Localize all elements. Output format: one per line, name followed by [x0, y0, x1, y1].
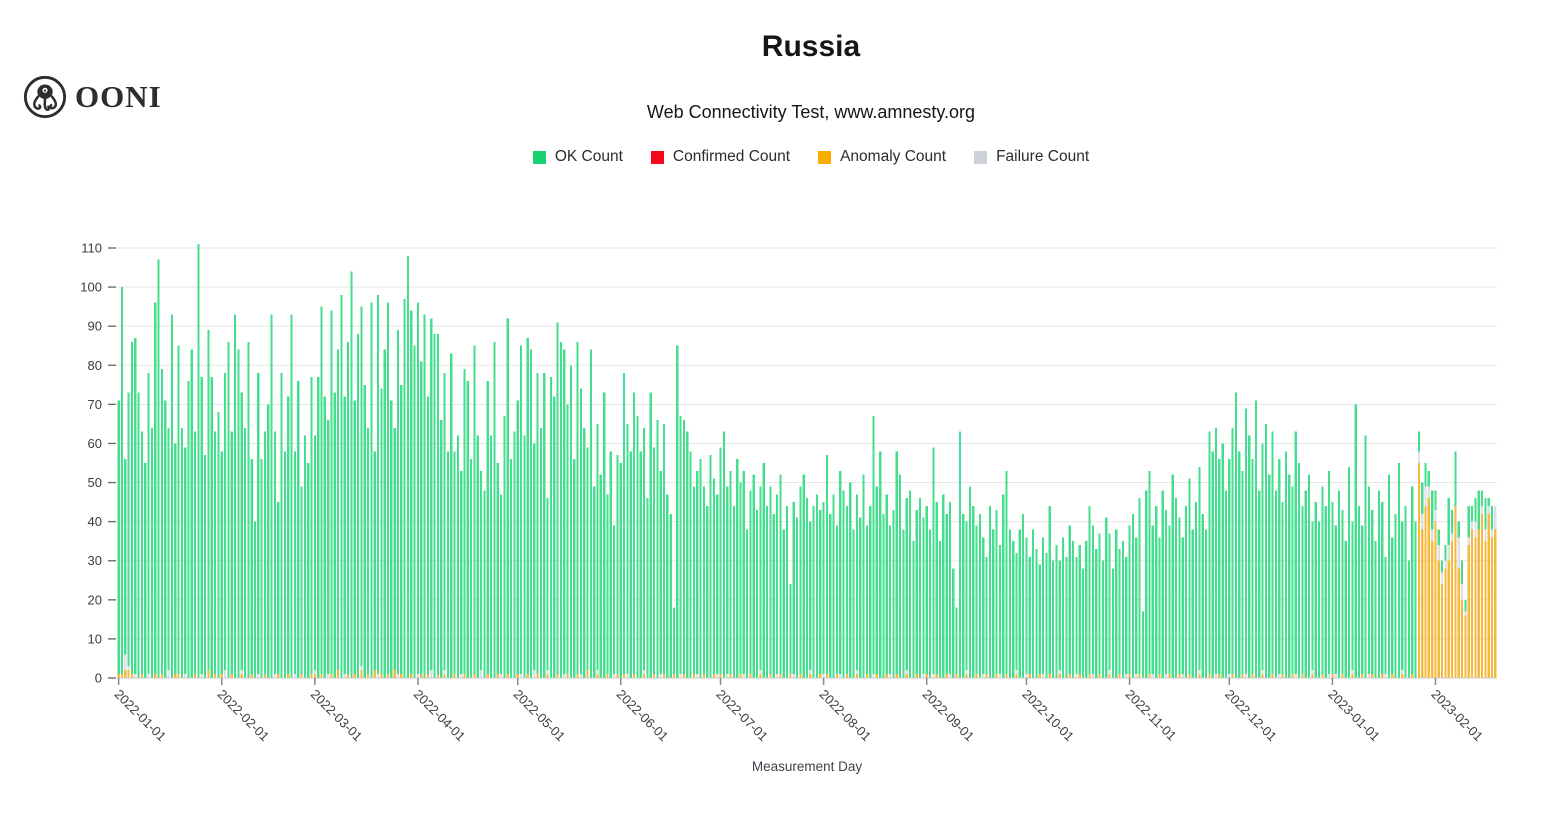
- legend-label-confirmed: Confirmed Count: [672, 148, 791, 165]
- svg-text:20: 20: [88, 592, 102, 607]
- legend-label-failure: Failure Count: [996, 148, 1090, 165]
- svg-text:2022-04-01: 2022-04-01: [411, 687, 469, 745]
- x-axis: 2022-01-01 2022-02-01 2022-03-01 2022-04-01…: [112, 677, 1497, 745]
- svg-text:2022-01-01: 2022-01-01: [112, 687, 170, 745]
- svg-text:0: 0: [95, 671, 102, 686]
- svg-text:2022-11-01: 2022-11-01: [1122, 687, 1179, 744]
- svg-text:60: 60: [88, 436, 102, 451]
- svg-text:30: 30: [88, 553, 102, 568]
- y-axis: 0 10 20 30 40 50 60 70 80 90 100 110: [80, 241, 116, 686]
- svg-text:2022-03-01: 2022-03-01: [308, 687, 366, 745]
- legend-item-anomaly: Anomaly Count: [818, 148, 946, 166]
- bars-layer: [117, 244, 1497, 678]
- svg-text:2022-02-01: 2022-02-01: [215, 687, 273, 745]
- svg-text:2022-06-01: 2022-06-01: [614, 687, 672, 745]
- ooni-logo: OONI: [22, 74, 162, 120]
- svg-text:2022-07-01: 2022-07-01: [713, 687, 771, 745]
- legend-swatch-confirmed: [650, 150, 664, 164]
- x-axis-title: Measurement Day: [751, 759, 863, 774]
- svg-text:2022-10-01: 2022-10-01: [1019, 687, 1077, 745]
- legend-swatch-failure: [974, 150, 988, 164]
- page-title: Russia: [761, 30, 861, 63]
- svg-text:2023-01-01: 2023-01-01: [1325, 687, 1383, 745]
- chart-subtitle: Web Connectivity Test, www.amnesty.org: [646, 102, 976, 122]
- svg-text:50: 50: [88, 475, 102, 490]
- svg-text:100: 100: [80, 280, 102, 295]
- legend-swatch-anomaly: [818, 150, 832, 164]
- svg-text:80: 80: [88, 358, 102, 373]
- octopus-icon: [23, 75, 67, 119]
- logo-wordmark: OONI: [75, 79, 162, 114]
- legend-item-failure: Failure Count: [974, 148, 1089, 166]
- svg-text:2023-02-01: 2023-02-01: [1428, 687, 1486, 745]
- svg-text:90: 90: [88, 319, 102, 334]
- chart-legend: OK Count Confirmed Count Anomaly Count F…: [70, 148, 1552, 166]
- svg-text:110: 110: [81, 241, 102, 256]
- svg-text:2022-09-01: 2022-09-01: [920, 687, 978, 745]
- svg-text:10: 10: [88, 631, 102, 646]
- svg-text:2022-12-01: 2022-12-01: [1222, 687, 1280, 745]
- legend-swatch-ok: [532, 150, 546, 164]
- legend-item-confirmed: Confirmed Count: [650, 148, 791, 166]
- legend-item-ok: OK Count: [532, 148, 623, 166]
- svg-text:70: 70: [88, 397, 102, 412]
- svg-text:2022-05-01: 2022-05-01: [511, 687, 569, 745]
- svg-text:2022-08-01: 2022-08-01: [816, 687, 874, 745]
- svg-text:40: 40: [88, 514, 102, 529]
- legend-label-ok: OK Count: [554, 148, 623, 165]
- legend-label-anomaly: Anomaly Count: [840, 148, 947, 165]
